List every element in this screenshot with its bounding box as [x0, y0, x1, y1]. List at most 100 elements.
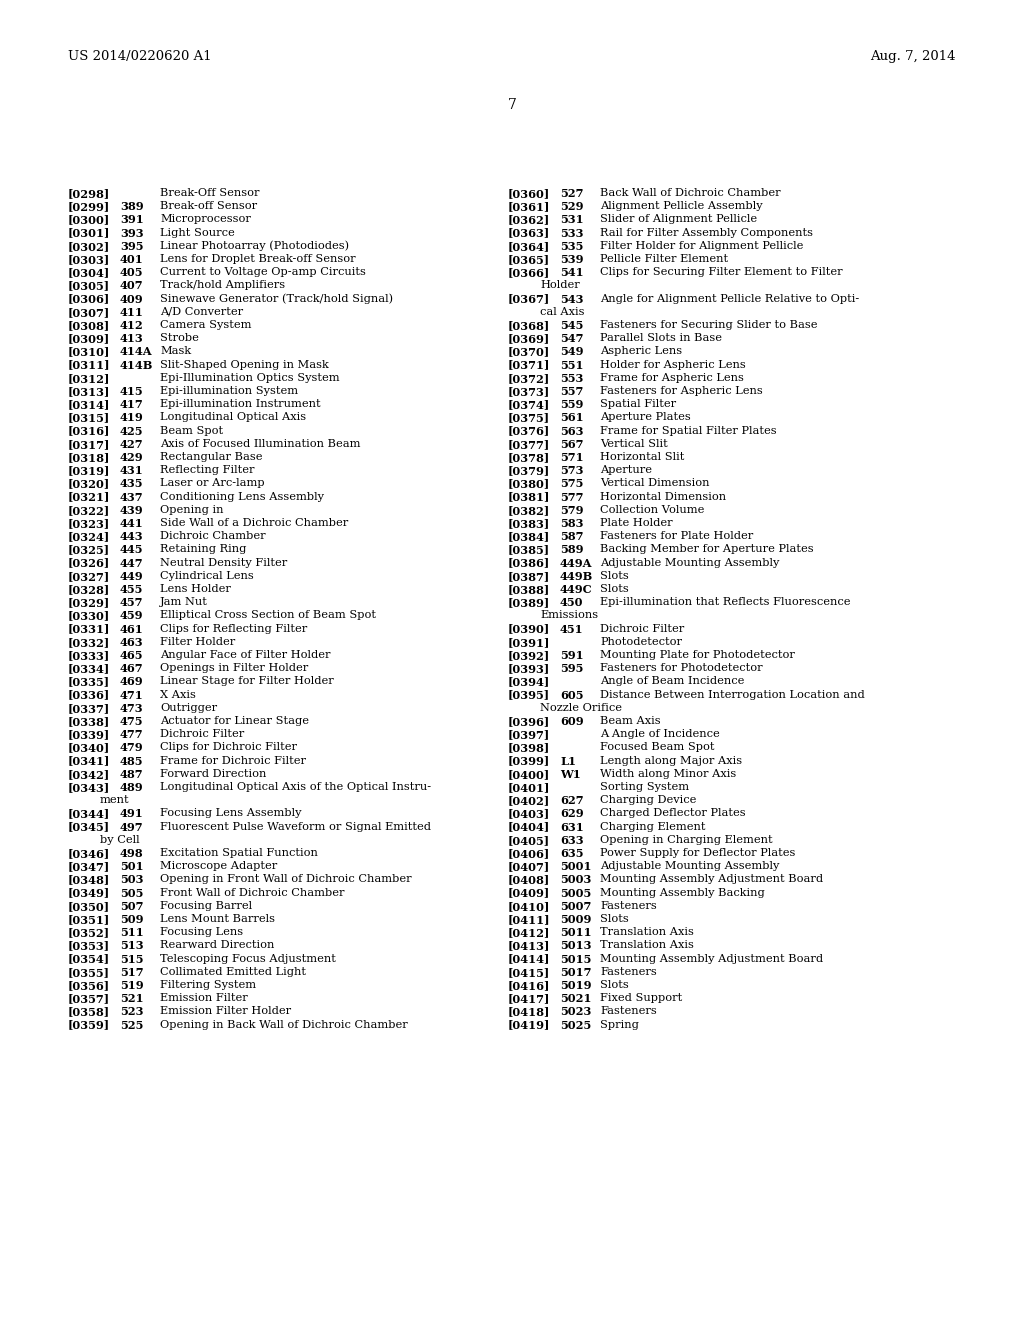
Text: 457: 457 [120, 597, 143, 609]
Text: [0410]: [0410] [508, 900, 550, 912]
Text: [0299]: [0299] [68, 201, 111, 213]
Text: 487: 487 [120, 768, 143, 780]
Text: [0346]: [0346] [68, 847, 111, 859]
Text: [0332]: [0332] [68, 636, 111, 648]
Text: 541: 541 [560, 267, 584, 279]
Text: 591: 591 [560, 649, 584, 661]
Text: Fasteners for Photodetector: Fasteners for Photodetector [600, 663, 763, 673]
Text: Aperture: Aperture [600, 465, 652, 475]
Text: 635: 635 [560, 847, 584, 859]
Text: [0374]: [0374] [508, 399, 550, 411]
Text: [0386]: [0386] [508, 557, 550, 569]
Text: Lens Mount Barrels: Lens Mount Barrels [160, 913, 275, 924]
Text: [0418]: [0418] [508, 1006, 550, 1018]
Text: Slider of Alignment Pellicle: Slider of Alignment Pellicle [600, 214, 757, 224]
Text: Horizontal Slit: Horizontal Slit [600, 451, 684, 462]
Text: 5013: 5013 [560, 940, 592, 952]
Text: Charging Device: Charging Device [600, 795, 696, 805]
Text: Linear Stage for Filter Holder: Linear Stage for Filter Holder [160, 676, 334, 686]
Text: [0377]: [0377] [508, 438, 550, 450]
Text: [0311]: [0311] [68, 359, 111, 371]
Text: 561: 561 [560, 412, 584, 424]
Text: Camera System: Camera System [160, 319, 252, 330]
Text: Alignment Pellicle Assembly: Alignment Pellicle Assembly [600, 201, 763, 211]
Text: 5001: 5001 [560, 861, 592, 873]
Text: [0330]: [0330] [68, 610, 111, 622]
Text: 437: 437 [120, 491, 143, 503]
Text: Spring: Spring [600, 1019, 639, 1030]
Text: [0389]: [0389] [508, 597, 550, 609]
Text: [0333]: [0333] [68, 649, 111, 661]
Text: 431: 431 [120, 465, 143, 477]
Text: Outrigger: Outrigger [160, 702, 217, 713]
Text: 412: 412 [120, 319, 143, 331]
Text: Emission Filter Holder: Emission Filter Holder [160, 1006, 291, 1016]
Text: Telescoping Focus Adjustment: Telescoping Focus Adjustment [160, 953, 336, 964]
Text: [0340]: [0340] [68, 742, 111, 754]
Text: Holder for Aspheric Lens: Holder for Aspheric Lens [600, 359, 745, 370]
Text: 577: 577 [560, 491, 584, 503]
Text: [0344]: [0344] [68, 808, 111, 820]
Text: 475: 475 [120, 715, 143, 727]
Text: 419: 419 [120, 412, 143, 424]
Text: [0323]: [0323] [68, 517, 111, 529]
Text: Backing Member for Aperture Plates: Backing Member for Aperture Plates [600, 544, 814, 554]
Text: Aug. 7, 2014: Aug. 7, 2014 [870, 50, 956, 63]
Text: 633: 633 [560, 834, 584, 846]
Text: ment: ment [100, 795, 130, 805]
Text: Translation Axis: Translation Axis [600, 927, 694, 937]
Text: 5011: 5011 [560, 927, 592, 939]
Text: W1: W1 [560, 768, 581, 780]
Text: Emissions: Emissions [540, 610, 598, 620]
Text: 609: 609 [560, 715, 584, 727]
Text: [0349]: [0349] [68, 887, 111, 899]
Text: 579: 579 [560, 504, 584, 516]
Text: [0419]: [0419] [508, 1019, 550, 1031]
Text: Rectangular Base: Rectangular Base [160, 451, 262, 462]
Text: Mask: Mask [160, 346, 191, 356]
Text: 491: 491 [120, 808, 143, 820]
Text: Horizontal Dimension: Horizontal Dimension [600, 491, 726, 502]
Text: [0352]: [0352] [68, 927, 111, 939]
Text: Dichroic Filter: Dichroic Filter [160, 729, 245, 739]
Text: [0318]: [0318] [68, 451, 111, 463]
Text: Opening in Charging Element: Opening in Charging Element [600, 834, 773, 845]
Text: US 2014/0220620 A1: US 2014/0220620 A1 [68, 50, 212, 63]
Text: 559: 559 [560, 399, 584, 411]
Text: 479: 479 [120, 742, 143, 754]
Text: Focusing Lens: Focusing Lens [160, 927, 243, 937]
Text: [0300]: [0300] [68, 214, 111, 226]
Text: Light Source: Light Source [160, 227, 234, 238]
Text: 425: 425 [120, 425, 143, 437]
Text: 449A: 449A [560, 557, 593, 569]
Text: [0341]: [0341] [68, 755, 111, 767]
Text: Fasteners for Plate Holder: Fasteners for Plate Holder [600, 531, 754, 541]
Text: Microprocessor: Microprocessor [160, 214, 251, 224]
Text: L1: L1 [560, 755, 575, 767]
Text: [0373]: [0373] [508, 385, 550, 397]
Text: Clips for Securing Filter Element to Filter: Clips for Securing Filter Element to Fil… [600, 267, 843, 277]
Text: [0381]: [0381] [508, 491, 550, 503]
Text: Forward Direction: Forward Direction [160, 768, 266, 779]
Text: Fluorescent Pulse Waveform or Signal Emitted: Fluorescent Pulse Waveform or Signal Emi… [160, 821, 431, 832]
Text: by Cell: by Cell [100, 834, 139, 845]
Text: 447: 447 [120, 557, 143, 569]
Text: Actuator for Linear Stage: Actuator for Linear Stage [160, 715, 309, 726]
Text: [0317]: [0317] [68, 438, 111, 450]
Text: Charging Element: Charging Element [600, 821, 706, 832]
Text: Epi-illumination Instrument: Epi-illumination Instrument [160, 399, 321, 409]
Text: Microscope Adapter: Microscope Adapter [160, 861, 278, 871]
Text: [0411]: [0411] [508, 913, 551, 925]
Text: Frame for Dichroic Filter: Frame for Dichroic Filter [160, 755, 306, 766]
Text: 513: 513 [120, 940, 143, 952]
Text: Opening in Front Wall of Dichroic Chamber: Opening in Front Wall of Dichroic Chambe… [160, 874, 412, 884]
Text: [0385]: [0385] [508, 544, 550, 556]
Text: [0325]: [0325] [68, 544, 111, 556]
Text: 413: 413 [120, 333, 143, 345]
Text: 391: 391 [120, 214, 143, 226]
Text: [0415]: [0415] [508, 966, 550, 978]
Text: 557: 557 [560, 385, 584, 397]
Text: 563: 563 [560, 425, 584, 437]
Text: 414B: 414B [120, 359, 154, 371]
Text: Focusing Lens Assembly: Focusing Lens Assembly [160, 808, 301, 818]
